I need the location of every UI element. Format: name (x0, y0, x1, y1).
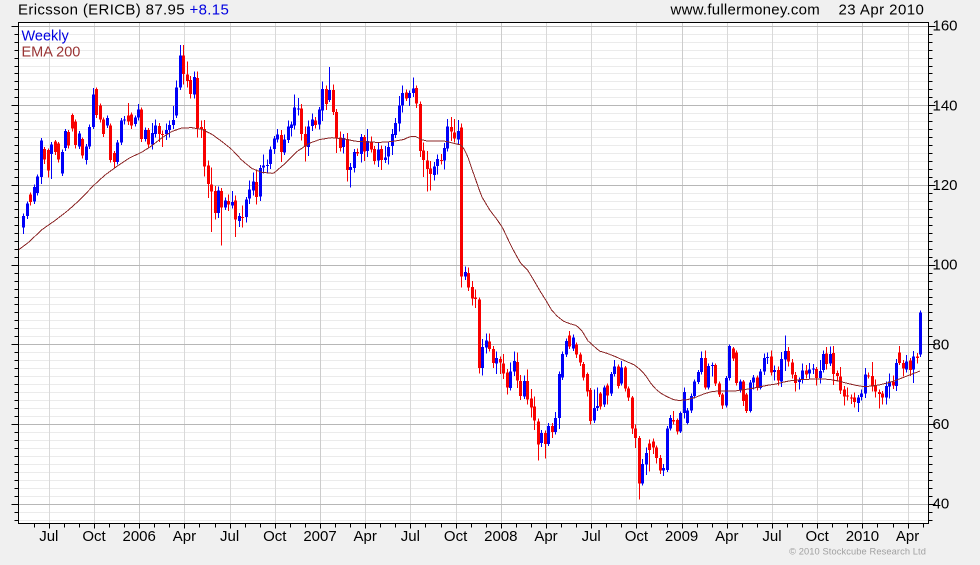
svg-text:© 2010 Stockcube Research Ltd: © 2010 Stockcube Research Ltd (789, 547, 926, 557)
svg-text:160: 160 (933, 18, 958, 35)
svg-text:Oct: Oct (625, 528, 649, 545)
svg-text:Oct: Oct (444, 528, 468, 545)
svg-text:EMA 200: EMA 200 (22, 45, 81, 61)
svg-text:2008: 2008 (484, 528, 517, 545)
svg-text:Jul: Jul (220, 528, 239, 545)
svg-text:Apr: Apr (715, 528, 738, 545)
svg-text:Apr: Apr (354, 528, 377, 545)
svg-text:23 Apr 2010: 23 Apr 2010 (839, 2, 925, 19)
svg-text:2006: 2006 (123, 528, 156, 545)
svg-text:Weekly: Weekly (22, 29, 70, 45)
svg-text:2010: 2010 (846, 528, 879, 545)
svg-text:www.fullermoney.com: www.fullermoney.com (670, 2, 821, 19)
svg-text:Jul: Jul (401, 528, 420, 545)
svg-text:Jul: Jul (762, 528, 781, 545)
svg-text:Apr: Apr (896, 528, 919, 545)
svg-text:140: 140 (933, 97, 958, 114)
svg-text:80: 80 (933, 336, 950, 353)
svg-text:Jul: Jul (582, 528, 601, 545)
svg-text:2007: 2007 (303, 528, 336, 545)
svg-text:60: 60 (933, 416, 950, 433)
svg-text:Oct: Oct (806, 528, 830, 545)
svg-text:100: 100 (933, 257, 958, 274)
svg-text:Apr: Apr (173, 528, 196, 545)
svg-text:Jul: Jul (39, 528, 58, 545)
svg-text:40: 40 (933, 496, 950, 513)
svg-text:2009: 2009 (665, 528, 698, 545)
svg-text:Oct: Oct (82, 528, 106, 545)
svg-text:Ericsson (ERICB) 87.95 +8.15: Ericsson (ERICB) 87.95 +8.15 (18, 2, 229, 19)
svg-text:Apr: Apr (534, 528, 557, 545)
svg-text:Oct: Oct (263, 528, 287, 545)
svg-text:120: 120 (933, 177, 958, 194)
